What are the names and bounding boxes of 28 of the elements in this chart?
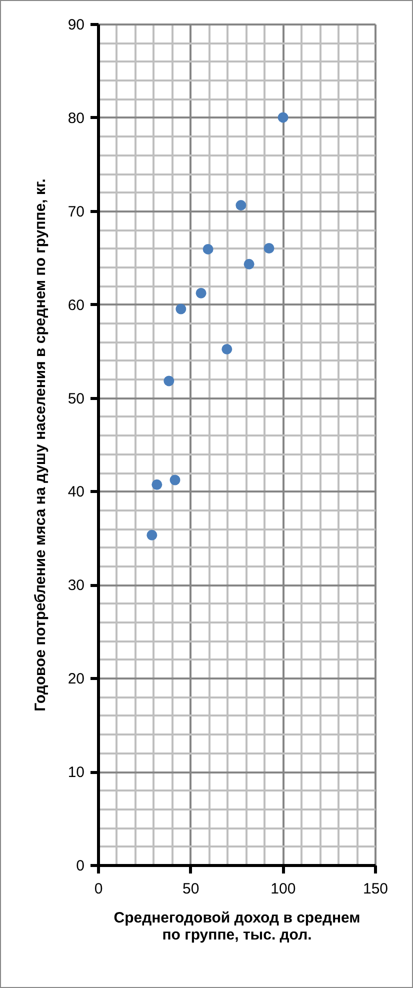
y-tick-label: 40: [68, 484, 84, 501]
y-tick-label: 60: [68, 296, 84, 314]
point: [196, 288, 206, 298]
x-tick-label: 150: [362, 880, 388, 898]
point: [264, 243, 274, 254]
y-tick-label: 50: [68, 390, 84, 408]
y-tick-label: 10: [68, 764, 84, 782]
y-tick-label: 80: [68, 110, 84, 127]
x-tick-label: 0: [94, 880, 103, 898]
y-tick-label: 20: [68, 670, 84, 688]
y-axis-title: Годовое потребление мяса на душу населения в среднем по группе, кг.: [32, 178, 49, 712]
point: [176, 304, 186, 314]
x-tick-label: 100: [270, 880, 296, 898]
y-tick-label: 0: [76, 858, 84, 874]
x-axis-title: Среднегодовой доход в среднем по группе, тыс. дол.: [114, 910, 360, 944]
point: [152, 479, 162, 490]
point: [170, 474, 180, 486]
y-tick-label: 90: [68, 16, 84, 34]
x-tick-label: 50: [182, 880, 200, 898]
point: [222, 344, 232, 354]
point: [146, 530, 158, 540]
point: [202, 244, 214, 254]
point: [244, 258, 254, 270]
y-tick-label: 30: [68, 577, 84, 594]
point: [164, 376, 174, 386]
point: [236, 200, 246, 211]
y-tick-label: 70: [68, 203, 84, 220]
point: [278, 112, 288, 123]
